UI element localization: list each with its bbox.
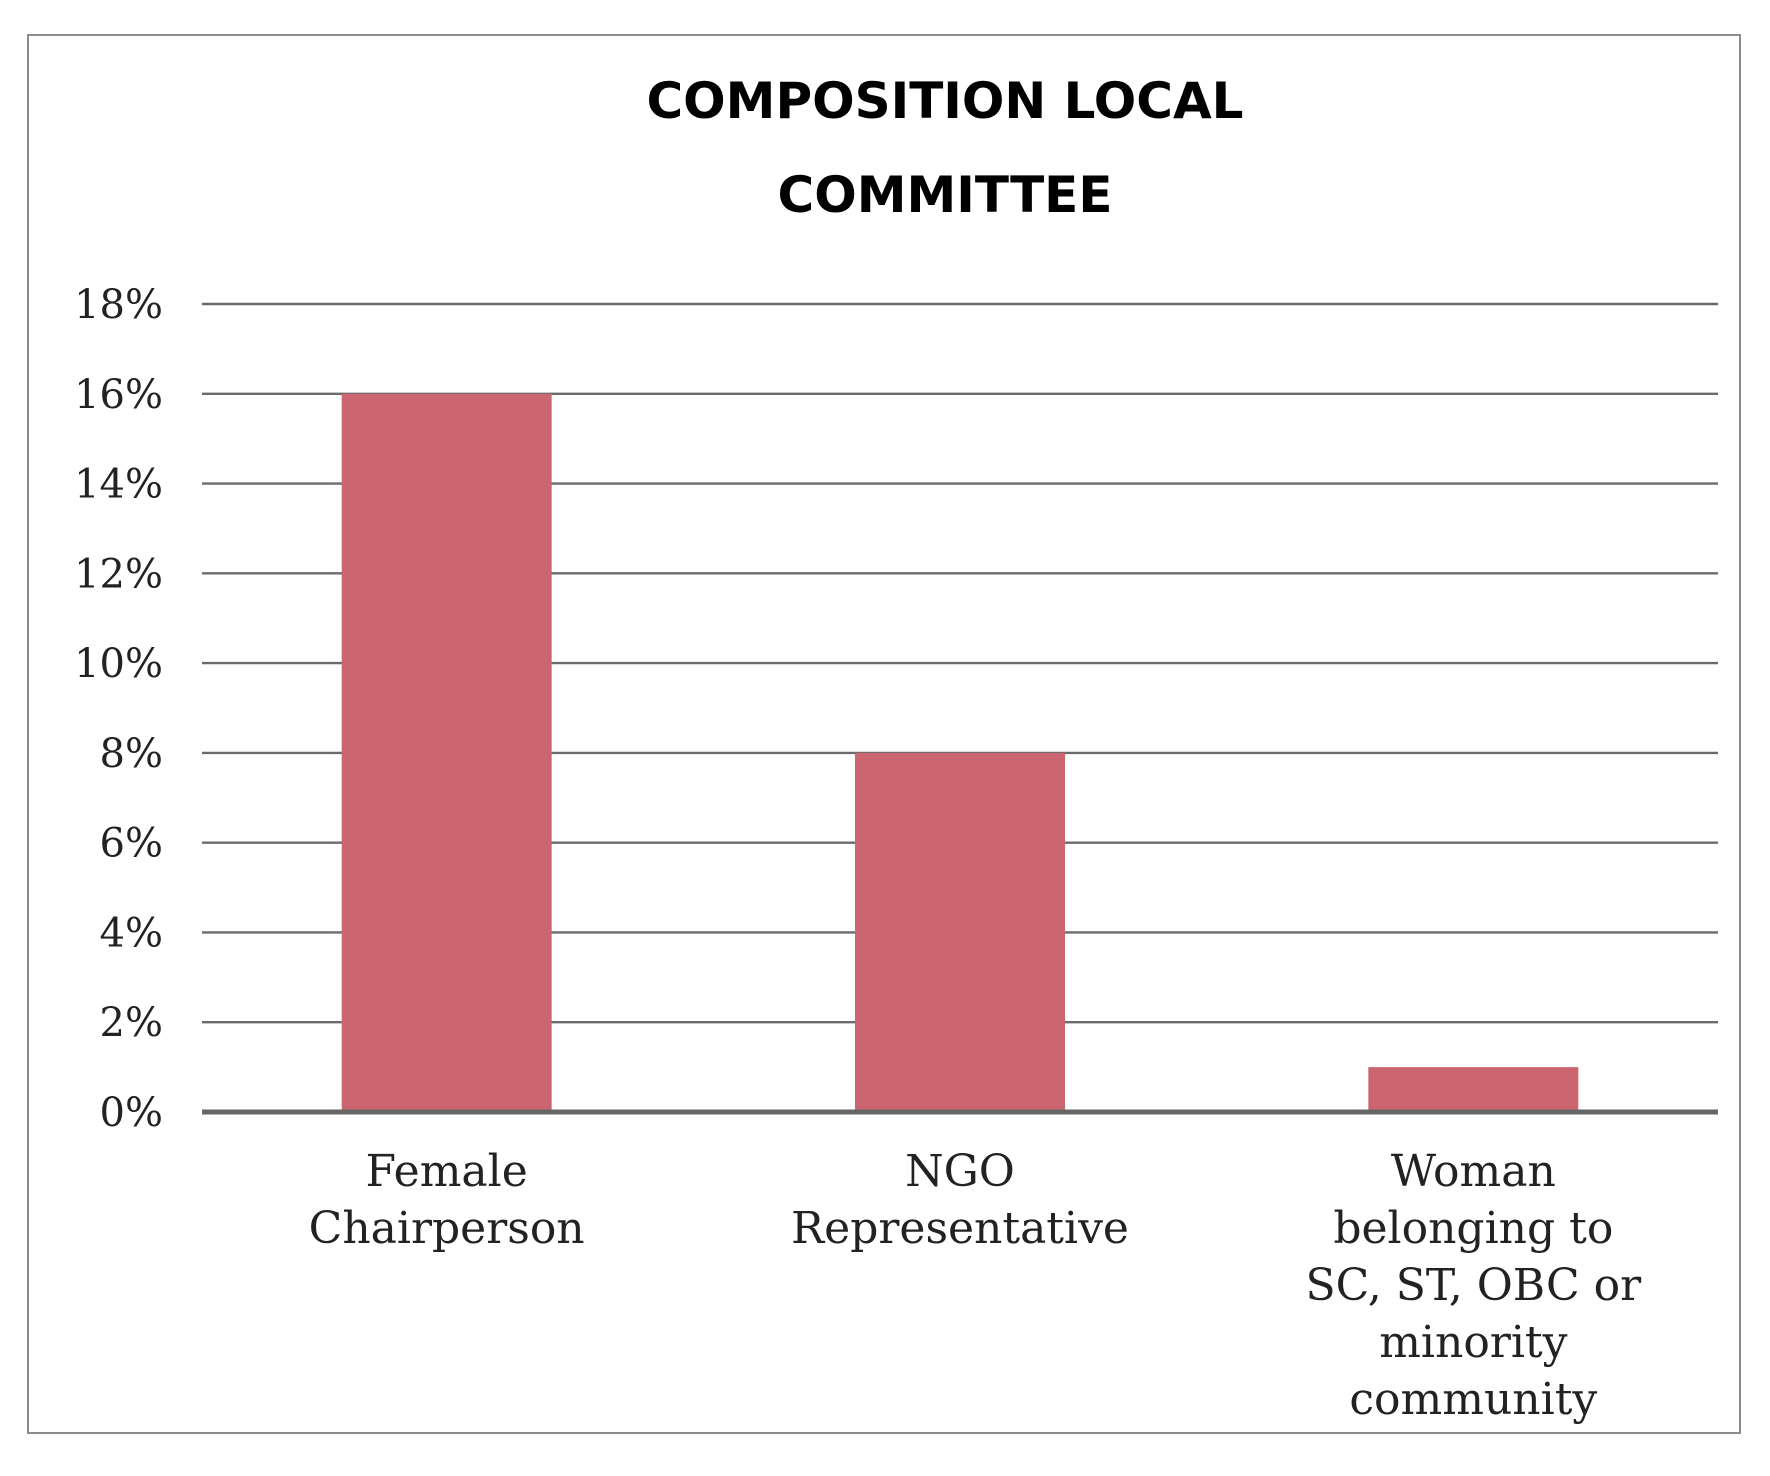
x-category-label-line: community bbox=[1349, 1374, 1597, 1425]
y-tick-label: 10% bbox=[74, 641, 163, 687]
bars bbox=[341, 393, 1579, 1112]
chart-frame bbox=[27, 34, 1741, 1434]
x-axis-labels: Female Chairperson NGO Representative Woman b… bbox=[309, 1146, 1642, 1425]
x-category-label-line: belonging to bbox=[1333, 1203, 1613, 1254]
y-tick-label: 2% bbox=[100, 1000, 163, 1046]
y-tick-label: 8% bbox=[100, 731, 163, 777]
chart-title: COMPOSITION LOCAL COMMITTEE bbox=[646, 72, 1243, 224]
x-category-label-line: Woman bbox=[1391, 1146, 1556, 1197]
y-tick-label: 12% bbox=[74, 551, 163, 597]
chart-title-line: COMMITTEE bbox=[778, 166, 1113, 224]
x-category-label-line: Chairperson bbox=[309, 1203, 585, 1254]
x-category-label-line: Female bbox=[366, 1146, 528, 1197]
y-axis-ticks: 0% 2% 4% 6% 8% 10% 12% 14% 16% 18% bbox=[74, 282, 163, 1136]
bar bbox=[855, 752, 1065, 1112]
y-tick-label: 4% bbox=[100, 910, 163, 956]
x-category-label-line: minority bbox=[1379, 1317, 1567, 1368]
x-category-label-line: SC, ST, OBC or bbox=[1306, 1260, 1643, 1311]
y-tick-label: 16% bbox=[74, 372, 163, 418]
x-category-label: NGO Representative bbox=[791, 1146, 1129, 1254]
x-category-label: Female Chairperson bbox=[309, 1146, 585, 1254]
chart-title-line: COMPOSITION LOCAL bbox=[646, 72, 1243, 130]
bar bbox=[341, 393, 552, 1112]
x-category-label-line: NGO bbox=[905, 1146, 1015, 1197]
bar bbox=[1368, 1067, 1579, 1112]
y-tick-label: 0% bbox=[100, 1090, 163, 1136]
y-tick-label: 6% bbox=[100, 821, 163, 867]
y-tick-label: 14% bbox=[74, 462, 163, 508]
x-category-label-line: Representative bbox=[791, 1203, 1129, 1254]
x-category-label: Woman belonging to SC, ST, OBC or minority c… bbox=[1306, 1146, 1643, 1425]
y-tick-label: 18% bbox=[74, 282, 163, 328]
